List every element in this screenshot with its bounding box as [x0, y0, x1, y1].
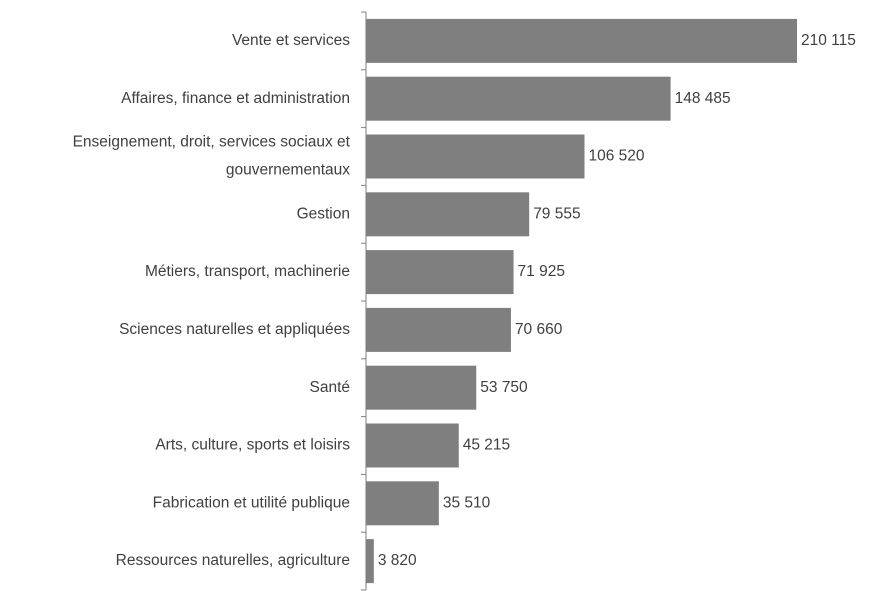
- value-label: 70 660: [515, 321, 563, 338]
- bar: [366, 192, 530, 237]
- bar: [366, 134, 585, 179]
- bar: [366, 365, 477, 410]
- value-label: 106 520: [588, 148, 644, 165]
- category-label: Arts, culture, sports et loisirs: [155, 437, 350, 454]
- category-label: Affaires, finance et administration: [121, 90, 350, 107]
- category-label: Vente et services: [232, 32, 350, 49]
- value-label: 35 510: [443, 494, 491, 511]
- value-label: 3 820: [378, 552, 417, 569]
- value-label: 79 555: [533, 205, 580, 222]
- category-label: Métiers, transport, machinerie: [145, 263, 350, 280]
- bar: [366, 539, 374, 584]
- value-label: 53 750: [480, 379, 528, 396]
- category-label: Santé: [309, 379, 350, 396]
- category-label: Fabrication et utilité publique: [153, 494, 350, 511]
- value-label: 210 115: [801, 32, 856, 49]
- category-label-line: gouvernementaux: [226, 162, 350, 179]
- bar: [366, 481, 439, 526]
- bar: [366, 307, 511, 352]
- bar: [366, 423, 459, 468]
- category-label: Enseignement, droit, services sociaux et…: [73, 134, 351, 179]
- category-label: Ressources naturelles, agriculture: [116, 552, 350, 569]
- category-label: Gestion: [297, 205, 350, 222]
- value-label: 45 215: [463, 437, 510, 454]
- bar: [366, 76, 671, 121]
- category-label-line: Enseignement, droit, services sociaux et: [73, 134, 351, 151]
- value-label: 148 485: [675, 90, 731, 107]
- value-label: 71 925: [518, 263, 565, 280]
- category-label: Sciences naturelles et appliquées: [119, 321, 350, 338]
- bar: [366, 250, 514, 295]
- bar: [366, 18, 797, 63]
